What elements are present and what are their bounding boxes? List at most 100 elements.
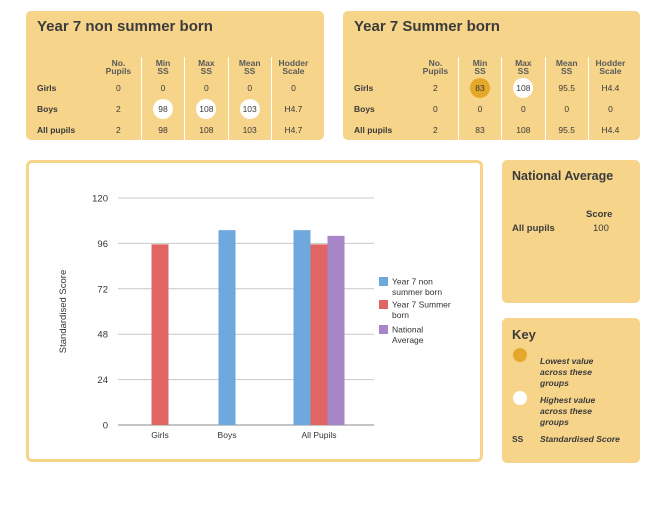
y-tick-label: 24: [97, 375, 108, 386]
col-header-label: Max SS: [515, 58, 532, 76]
lowest-value-dot-icon: [513, 348, 527, 362]
table-row: Boys 2 98 108 103 H4.7: [37, 98, 315, 119]
table-row: Girls 2 83 108 95.5 H4.4: [354, 77, 632, 98]
summer-card: Year 7 Summer born No. Pupils Min SS Max…: [343, 11, 640, 140]
cell: 108: [184, 119, 228, 140]
col-header-label: Hodder Scale: [595, 58, 626, 76]
cell: 2: [433, 124, 438, 135]
legend-label-line: born: [392, 310, 409, 320]
row-label: Boys: [37, 103, 58, 114]
cell: 0: [501, 98, 545, 119]
bar-year-7-summer-born: [310, 244, 328, 425]
cell: 0: [140, 77, 185, 98]
col-header-label: Hodder Scale: [278, 58, 309, 76]
cell: 83: [457, 77, 502, 98]
national-row-value: 100: [593, 223, 609, 234]
cell: 0: [270, 77, 315, 98]
y-tick-label: 48: [97, 330, 108, 341]
col-header: Mean SS: [227, 57, 272, 77]
y-tick-label: 120: [92, 194, 108, 205]
lowest-value-marker: 83: [470, 77, 491, 98]
col-header-label: Mean SS: [555, 58, 578, 76]
highest-value-marker: 98: [153, 98, 174, 119]
cell: 0: [587, 98, 632, 119]
cell: 95.5: [544, 77, 589, 98]
cell: 98: [140, 119, 185, 140]
highest-value-dot-icon: [513, 391, 527, 405]
col-header: Hodder Scale: [587, 57, 632, 77]
cell: H4.7: [270, 98, 315, 119]
col-header-label: Max SS: [198, 58, 215, 76]
row-label: All pupils: [37, 124, 76, 135]
row-header-empty: [354, 57, 413, 77]
national-average-title: National Average: [512, 169, 614, 183]
cell: 0: [116, 82, 121, 93]
cell: 108: [501, 77, 545, 98]
highest-value-text: Highest value across these groups: [540, 395, 596, 427]
table-row: All pupils 2 98 108 103 H4.7: [37, 119, 315, 140]
cell: 2: [116, 124, 121, 135]
cell: 108: [184, 98, 228, 119]
y-tick-label: 96: [97, 239, 108, 250]
cell: 2: [116, 103, 121, 114]
chart-card: 0 24 48 72 96 120 Standardised Score Girls Boys A…: [26, 160, 483, 462]
cell: 0: [457, 98, 502, 119]
col-header-label: Mean SS: [238, 58, 261, 76]
cell: H4.7: [270, 119, 315, 140]
cell: 0: [184, 77, 228, 98]
cell: 98: [140, 98, 185, 119]
legend-swatch: [379, 325, 388, 334]
legend-label-line: National: [392, 325, 423, 335]
cell: 2: [433, 82, 438, 93]
col-header-label: No. Pupils: [422, 58, 449, 76]
highest-value-marker: 103: [239, 98, 260, 119]
bar-year-7-non-summer-born: [218, 230, 236, 425]
table-row: Girls 0 0 0 0 0: [37, 77, 315, 98]
row-header-empty: [37, 57, 96, 77]
cell: 0: [433, 103, 438, 114]
col-header: Max SS: [501, 57, 545, 77]
highest-value-marker: 108: [513, 77, 534, 98]
cell: 95.5: [544, 119, 589, 140]
lowest-value-text: Lowest value across these groups: [540, 356, 594, 388]
legend-swatch: [379, 277, 388, 286]
col-header-label: Min SS: [155, 58, 171, 76]
national-score-header: Score: [586, 209, 613, 220]
key-title: Key: [512, 327, 536, 342]
row-label: Girls: [37, 82, 57, 93]
bar-chart: 0 24 48 72 96 120 Standardised Score Girls Boys A…: [58, 194, 451, 441]
legend-label-line: Year 7 Summer: [392, 300, 451, 310]
legend-label: Year 7 Summer born: [392, 300, 451, 321]
x-tick-label: Girls: [151, 430, 168, 440]
national-row-label: All pupils: [512, 223, 555, 234]
cell: H4.4: [587, 119, 632, 140]
legend-label-line: Year 7 non: [392, 277, 433, 287]
legend-label-line: Average: [392, 335, 424, 345]
legend-label-line: summer born: [392, 287, 442, 297]
cell: 103: [227, 119, 272, 140]
bar-year-7-summer-born: [151, 244, 169, 425]
row-label: Boys: [354, 103, 375, 114]
row-label: Girls: [354, 82, 374, 93]
cell: H4.4: [587, 77, 632, 98]
col-header: Hodder Scale: [270, 57, 315, 77]
col-header: Mean SS: [544, 57, 589, 77]
legend-label: Year 7 non summer born: [392, 277, 442, 298]
cell: 83: [457, 119, 502, 140]
highest-value-marker: 108: [196, 98, 217, 119]
x-tick-label: Boys: [218, 430, 237, 440]
summer-table: No. Pupils Min SS Max SS Mean SS Hodder …: [354, 57, 632, 140]
cell: 0: [544, 98, 589, 119]
y-tick-label: 0: [103, 421, 108, 432]
col-header: Min SS: [457, 57, 502, 77]
non-summer-card: Year 7 non summer born No. Pupils Min SS…: [26, 11, 324, 140]
ss-definition: Standardised Score: [540, 434, 620, 444]
legend-swatch: [379, 300, 388, 309]
national-average-card: National Average Score All pupils 100: [502, 160, 640, 303]
x-tick-label: All Pupils: [302, 430, 337, 440]
table-row: All pupils 2 83 108 95.5 H4.4: [354, 119, 632, 140]
non-summer-title: Year 7 non summer born: [37, 18, 213, 35]
cell: 0: [227, 77, 272, 98]
cell: 103: [227, 98, 272, 119]
col-header: No. Pupils: [413, 57, 458, 77]
